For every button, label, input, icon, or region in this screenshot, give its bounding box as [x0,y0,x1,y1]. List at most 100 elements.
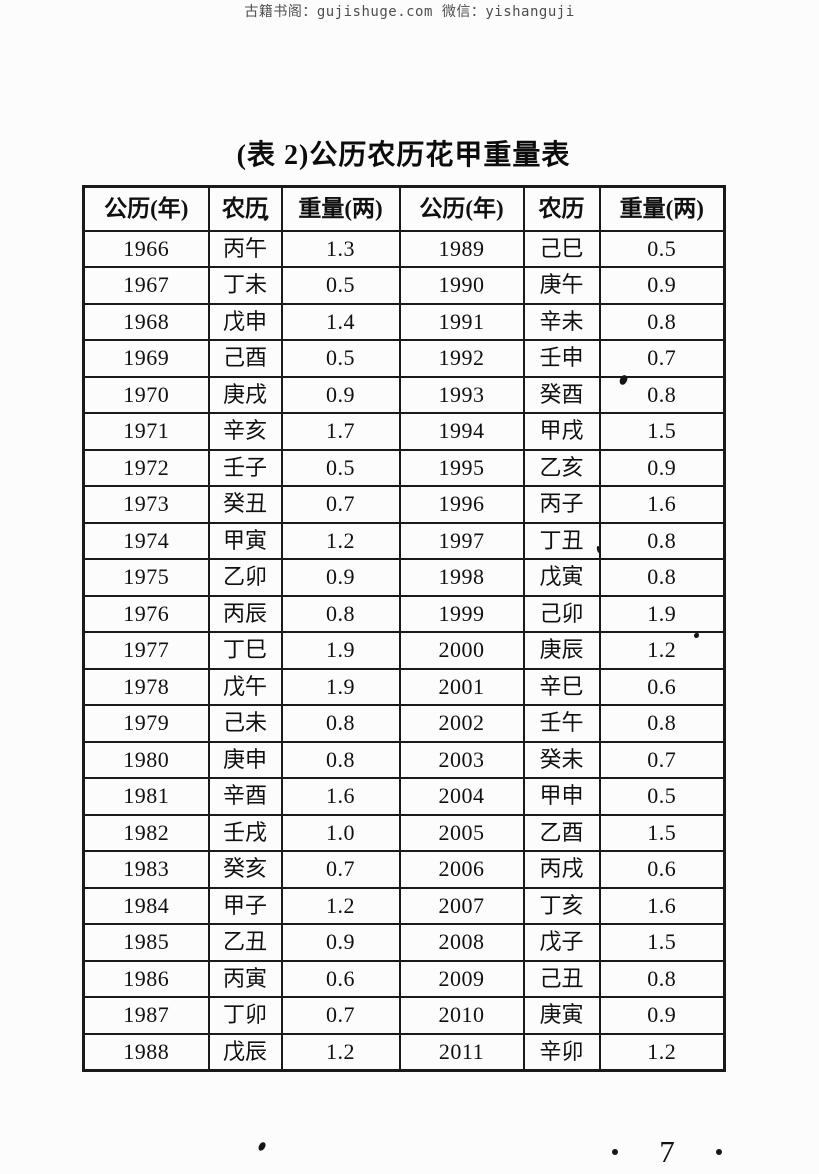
lunar-cell: 戊申 [207,302,283,341]
lunar-cell: 壬戌 [207,813,283,852]
weight-cell: 0.5 [280,339,401,378]
year-cell: 1988 [82,1032,210,1071]
weight-cell: 1.9 [280,631,401,670]
year-cell: 1970 [82,375,210,414]
year-cell: 1981 [82,777,210,816]
year-cell: 2001 [398,667,525,706]
lunar-cell: 丙戌 [522,850,601,889]
year-cell: 2000 [398,631,525,670]
weight-cell: 0.7 [280,996,401,1035]
table-row: 1972 壬子 0.5 1995 乙亥 0.9 [82,448,726,487]
lunar-cell: 癸酉 [522,375,601,414]
weight-cell: 0.8 [598,704,726,743]
weight-cell: 1.6 [280,777,401,816]
table-row: 1982 壬戌 1.0 2005 乙酉 1.5 [82,813,726,852]
year-cell: 2009 [398,959,525,998]
weight-cell: 0.9 [280,375,401,414]
lunar-cell: 己卯 [522,594,601,633]
lunar-cell: 乙卯 [207,558,283,597]
lunar-cell: 辛未 [522,302,601,341]
lunar-cell: 癸亥 [207,850,283,889]
table-row: 1976 丙辰 0.8 1999 己卯 1.9 [82,594,726,633]
table-row: 1983 癸亥 0.7 2006 丙戌 0.6 [82,850,726,889]
weight-cell: 0.7 [598,740,726,779]
year-cell: 2006 [398,850,525,889]
weight-cell: 0.5 [280,266,401,305]
table-row: 1986 丙寅 0.6 2009 己丑 0.8 [82,959,726,998]
year-cell: 1974 [82,521,210,560]
weight-cell: 0.7 [598,339,726,378]
weight-cell: 0.6 [598,667,726,706]
year-cell: 1980 [82,740,210,779]
lunar-cell: 壬申 [522,339,601,378]
year-cell: 1973 [82,485,210,524]
weight-cell: 1.5 [598,813,726,852]
table-row: 1987 丁卯 0.7 2010 庚寅 0.9 [82,996,726,1035]
lunar-cell: 甲子 [207,886,283,925]
page-number-dot-left [612,1149,618,1155]
weight-cell: 0.9 [598,266,726,305]
weight-cell: 0.8 [598,959,726,998]
column-header: 重量(两) [598,185,726,232]
table-row: 1981 辛酉 1.6 2004 甲申 0.5 [82,777,726,816]
header-row: 公历(年) 农历 重量(两) 公历(年) 农历 重量(两) [82,185,726,232]
lunar-cell: 庚寅 [522,996,601,1035]
weight-cell: 0.9 [280,558,401,597]
column-header: 公历(年) [398,185,525,232]
weight-cell: 0.5 [280,448,401,487]
weight-cell: 1.6 [598,886,726,925]
lunar-cell: 乙亥 [522,448,601,487]
weight-cell: 1.3 [280,229,401,268]
weight-cell: 0.8 [598,375,726,414]
year-cell: 2007 [398,886,525,925]
lunar-cell: 乙酉 [522,813,601,852]
lunar-cell: 丁巳 [207,631,283,670]
lunar-cell: 戊辰 [207,1032,283,1071]
page-number-dot-right [716,1149,722,1155]
year-cell: 1997 [398,521,525,560]
lunar-cell: 庚申 [207,740,283,779]
weight-cell: 1.5 [598,923,726,962]
year-cell: 2002 [398,704,525,743]
year-cell: 2011 [398,1032,525,1071]
scan-speck [257,1141,267,1152]
weight-cell: 0.8 [598,521,726,560]
lunar-cell: 庚戌 [207,375,283,414]
lunar-cell: 庚午 [522,266,601,305]
lunar-cell: 丙辰 [207,594,283,633]
lunar-cell: 己丑 [522,959,601,998]
table-row: 1984 甲子 1.2 2007 丁亥 1.6 [82,886,726,925]
lunar-cell: 戊午 [207,667,283,706]
table-row: 1970 庚戌 0.9 1993 癸酉 0.8 [82,375,726,414]
table-row: 1971 辛亥 1.7 1994 甲戌 1.5 [82,412,726,451]
lunar-cell: 丙午 [207,229,283,268]
table-row: 1988 戊辰 1.2 2011 辛卯 1.2 [82,1032,726,1071]
lunar-cell: 甲寅 [207,521,283,560]
weight-cell: 1.2 [598,631,726,670]
lunar-cell: 丙子 [522,485,601,524]
watermark-header: 古籍书阁：gujishuge.com 微信：yishanguji [244,4,575,20]
year-cell: 2005 [398,813,525,852]
year-cell: 1990 [398,266,525,305]
table-row: 1975 乙卯 0.9 1998 戊寅 0.8 [82,558,726,597]
year-cell: 1966 [82,229,210,268]
weight-cell: 0.9 [598,996,726,1035]
table-row: 1966 丙午 1.3 1989 己巳 0.5 [82,229,726,268]
lunar-cell: 辛卯 [522,1032,601,1071]
weight-cell: 1.5 [598,412,726,451]
weight-cell: 1.4 [280,302,401,341]
year-cell: 1983 [82,850,210,889]
table-row: 1977 丁巳 1.9 2000 庚辰 1.2 [82,631,726,670]
lunar-cell: 丙寅 [207,959,283,998]
year-cell: 1972 [82,448,210,487]
year-cell: 1991 [398,302,525,341]
table-row: 1974 甲寅 1.2 1997 丁丑 0.8 [82,521,726,560]
table-row: 1968 戊申 1.4 1991 辛未 0.8 [82,302,726,341]
weight-cell: 1.2 [280,521,401,560]
table-body: 1966 丙午 1.3 1989 己巳 0.5 1967 丁未 0.5 1990 庚午 0.9 1968… [82,229,726,1071]
year-cell: 1994 [398,412,525,451]
table-row: 1978 戊午 1.9 2001 辛巳 0.6 [82,667,726,706]
page-title: (表 2)公历农历花甲重量表 [236,140,571,171]
lunar-cell: 丁卯 [207,996,283,1035]
